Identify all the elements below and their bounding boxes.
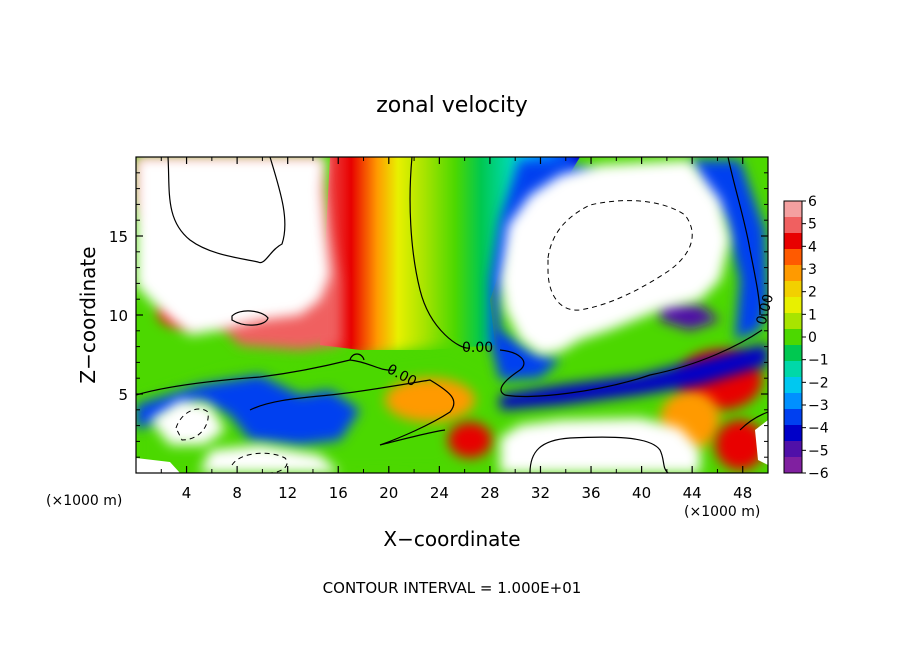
heatmap-field [136,157,768,473]
contour-bottom-loop [529,436,669,473]
contour-lines [136,157,768,473]
contour-left-top [167,157,286,264]
colorbar [783,200,803,474]
y-axis-title: Z−coordinate [76,246,100,383]
contour-small-mid [349,353,365,361]
colorbar-swatch [784,329,802,346]
x-axis: 4 8 12 16 20 24 28 32 36 40 44 48 [160,157,752,502]
colorbar-swatch [784,377,802,394]
y-axis: 5 10 15 [109,172,768,458]
colorbar-swatch [784,361,802,378]
x-tick-label: 48 [733,484,752,502]
contour-right-corner [739,411,768,431]
x-tick-label: 36 [581,484,600,502]
colorbar-swatch [784,457,802,474]
contour-interval-note: CONTOUR INTERVAL = 1.000E+01 [323,579,582,597]
colorbar-swatch [784,345,802,362]
colorbar-tick-label: 3 [808,262,817,278]
x-tick-label: 4 [182,484,192,502]
contour-zero-right [727,157,761,316]
colorbar-tick-label: −6 [808,466,829,482]
colorbar-swatch [784,441,802,458]
colorbar-swatch [784,217,802,234]
colorbar-tick-label: 1 [808,307,817,323]
colorbar-tick-label: 0 [808,330,817,346]
x-tick-label: 8 [232,484,242,502]
colorbar-swatch [784,409,802,426]
colorbar-ticks: 6 5 4 3 2 1 0 −1 −2 −3 −4 −5 −6 [802,194,829,482]
contour-small-loop [231,310,269,326]
colorbar-swatch [784,233,802,250]
y-tick-label: 15 [109,228,128,246]
contour-label: 0.00 [462,340,493,356]
colorbar-tick-label: −5 [808,443,829,459]
contour-label: 0.00 [754,292,778,326]
x-tick-label: 24 [430,484,449,502]
x-unit-right: (×1000 m) [684,504,760,520]
colorbar-tick-label: −4 [808,421,829,437]
x-tick-label: 20 [379,484,398,502]
colorbar-swatch [784,425,802,442]
x-unit-left: (×1000 m) [46,493,122,509]
contour-dashed [175,200,693,473]
y-tick-label: 5 [118,386,128,404]
colorbar-swatch [784,393,802,410]
colorbar-swatch [784,297,802,314]
colorbar-tick-label: 2 [808,285,817,301]
colorbar-tick-label: −3 [808,398,829,414]
x-axis-title: X−coordinate [383,527,520,551]
x-tick-label: 40 [632,484,651,502]
x-tick-label: 16 [329,484,348,502]
colorbar-tick-label: 5 [808,217,817,233]
contour-zero-left [136,359,396,396]
x-tick-label: 28 [480,484,499,502]
colorbar-tick-label: −2 [808,375,829,391]
colorbar-swatch [784,281,802,298]
colorbar-tick-label: −1 [808,353,829,369]
colorbar-tick-label: 6 [808,194,817,210]
colorbar-swatch [784,201,802,218]
x-tick-label: 32 [531,484,550,502]
contour-zero-main-b [499,329,763,398]
x-tick-label: 12 [278,484,297,502]
chart-title: zonal velocity [376,93,528,118]
contour-zero-main [409,157,471,349]
colorbar-swatch [784,249,802,266]
colorbar-swatch [784,313,802,330]
y-tick-label: 10 [109,307,128,325]
x-tick-label: 44 [683,484,702,502]
colorbar-swatch [784,265,802,282]
colorbar-tick-label: 4 [808,239,817,255]
contour-zero-lower [249,379,455,446]
